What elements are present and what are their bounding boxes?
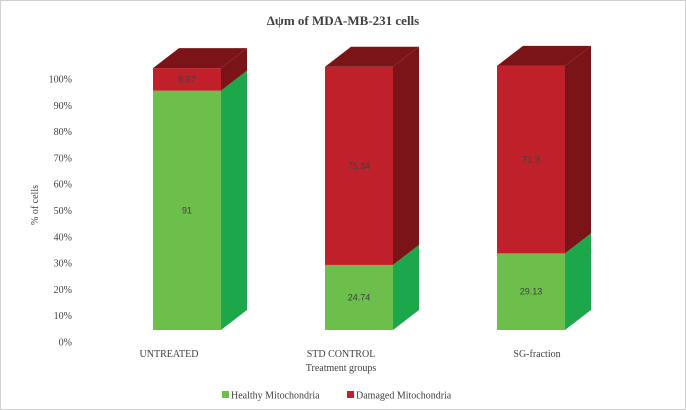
category-label: STD CONTROL [307,349,376,360]
bar-side [393,46,419,265]
y-tick-label: 0% [59,338,72,349]
legend-label: Damaged Mitochondria [356,391,452,402]
data-label: 29.13 [520,287,543,297]
y-axis-label: % of cells [30,185,41,225]
bar-segment-1 [325,46,419,265]
bar-top [325,46,419,67]
legend-swatch [347,391,354,398]
bar-side [565,233,591,330]
category-label: UNTREATED [140,349,199,360]
bar-top [497,45,591,66]
bar-side [221,48,247,91]
x-axis-label: Treatment groups [306,363,377,374]
bar-front [325,264,393,330]
y-tick-label: 60% [54,180,72,191]
bars: 91 8.57 24.74 75.34 29.13 71.3 [153,45,591,331]
y-tick-label: 90% [54,101,72,112]
bar-side [393,244,419,330]
bar-segment-0 [153,70,247,331]
legend-item: Damaged Mitochondria [347,391,452,402]
data-label: 91 [182,205,192,215]
data-label: 71.3 [522,155,540,165]
legend-item: Healthy Mitochondria [222,391,320,402]
bar-front [497,65,565,254]
bar-segment-0 [325,244,419,330]
y-tick-label: 70% [54,153,72,164]
bar-segment-0 [497,233,591,330]
legend: Healthy Mitochondria Damaged Mitochondria [222,391,452,402]
bar-side [565,45,591,254]
y-tick-label: 100% [49,75,72,86]
bar-front [153,90,221,330]
category-labels: UNTREATED STD CONTROL SG-fraction [140,349,561,360]
y-tick-label: 30% [54,259,72,270]
data-label: 24.74 [348,292,371,302]
bar-front [325,66,393,265]
y-tick-label: 40% [54,232,72,243]
y-axis-ticks: 0% 10% 20% 30% 40% 50% 60% 70% 80% 90% 100% [49,75,72,349]
bar-segment-1 [497,45,591,254]
y-tick-label: 50% [54,206,72,217]
data-label: 75.34 [348,161,371,171]
bar-side [221,70,247,331]
chart-title: Δψm of MDA-MB-231 cells [267,13,419,28]
legend-label: Healthy Mitochondria [231,391,320,402]
bar-front [153,68,221,91]
data-label: 8.57 [178,74,196,84]
y-tick-label: 20% [54,285,72,296]
bar-segment-1 [153,48,247,91]
bar-front [497,253,565,330]
y-tick-label: 10% [54,311,72,322]
category-label: SG-fraction [513,349,560,360]
legend-swatch [222,391,229,398]
bar-top [153,48,247,69]
y-tick-label: 80% [54,127,72,138]
